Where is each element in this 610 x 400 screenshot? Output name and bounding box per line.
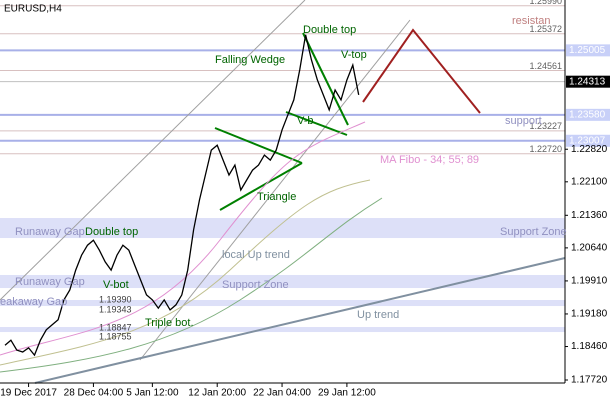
annotation: eakaway Gap	[0, 296, 67, 308]
axes: 1.25005 1.23580 1.23007 1.24313 1.22820 1.221…	[0, 44, 610, 399]
triangle-line	[214, 127, 303, 164]
zone	[0, 327, 565, 333]
wedge-line	[285, 111, 348, 136]
triangle-line	[219, 162, 303, 211]
annotation: 1.18755	[99, 331, 132, 341]
drawings	[0, 0, 566, 384]
current-label: 1.24313	[569, 76, 606, 87]
level-label: 1.23227	[529, 121, 562, 131]
annotations: Double top Falling Wedge V-top V-b resistan s…	[0, 15, 567, 341]
y-tick-label: 1.18460	[571, 341, 608, 352]
zones	[0, 218, 565, 333]
annotation: Support Zone	[222, 279, 289, 291]
plot-area	[0, 0, 565, 383]
y-tick-label: 1.20640	[571, 243, 608, 254]
y-tick-label: 1.17720	[571, 375, 608, 386]
level-box	[566, 44, 610, 57]
x-tick-label: 22 Jan 04:00	[253, 388, 311, 399]
level-label: 1.23007	[569, 135, 606, 146]
channel-line	[0, 0, 306, 301]
current-box	[566, 75, 610, 88]
zone	[0, 274, 565, 289]
y-tick-label: 1.21360	[571, 210, 608, 221]
annotation: Support Zone	[500, 226, 567, 238]
annotation: resistan	[512, 15, 551, 27]
x-tick-label: 5 Jan 12:00	[126, 388, 179, 399]
channel-line	[139, 19, 411, 361]
forecast-path	[362, 28, 481, 114]
level-box	[566, 108, 610, 121]
annotation: 1.19343	[99, 304, 132, 314]
annotation: Runaway Gap	[15, 276, 85, 288]
y-tick-label: 1.22100	[571, 176, 608, 187]
price-line	[4, 34, 360, 357]
annotation: Triple bot.	[145, 317, 194, 329]
x-tick-label: 12 Jan 20:00	[188, 388, 246, 399]
annotation: Falling Wedge	[215, 54, 285, 66]
chart-title: EURUSD,H4	[4, 4, 62, 15]
y-tick-label: 1.19180	[571, 309, 608, 320]
ma-line	[0, 197, 383, 373]
level-label: 1.25990	[529, 0, 562, 6]
annotation: MA Fibo - 34; 55; 89	[380, 154, 479, 166]
price	[4, 34, 360, 357]
up-trend-line	[34, 257, 566, 384]
levels: 1.25990 1.25372 1.24561 1.23227 1.22720	[0, 0, 565, 155]
annotation: Up trend	[357, 309, 399, 321]
zone	[0, 218, 565, 239]
annotation: Triangle	[257, 191, 296, 203]
level-label: 1.23580	[569, 109, 606, 120]
annotation: V-b	[297, 115, 314, 127]
annotation: support	[505, 115, 542, 127]
level-box	[566, 134, 610, 147]
level-label: 1.24561	[529, 61, 562, 71]
annotation: local Up trend	[222, 249, 290, 261]
annotation: Double top	[303, 24, 356, 36]
level-label: 1.25005	[569, 45, 606, 56]
ma-line	[0, 179, 371, 366]
wedge-line	[302, 32, 349, 126]
annotation: Runaway Gap	[15, 226, 85, 238]
x-tick-label: 19 Dec 2017	[0, 388, 57, 399]
annotation: V-top	[341, 49, 367, 61]
zone	[0, 300, 565, 307]
x-tick-label: 28 Dec 04:00	[64, 388, 124, 399]
y-tick-label: 1.19910	[571, 276, 608, 287]
x-tick-label: 29 Jan 12:00	[318, 388, 376, 399]
y-tick-label: 1.22820	[571, 144, 608, 155]
annotation: Double top	[85, 226, 138, 238]
level-label: 1.22720	[529, 144, 562, 154]
level-label: 1.25372	[529, 24, 562, 34]
ma-line	[0, 121, 366, 356]
annotation: V-bot	[103, 279, 129, 291]
annotation: 1.18847	[99, 322, 132, 332]
annotation: 1.19390	[99, 294, 132, 304]
